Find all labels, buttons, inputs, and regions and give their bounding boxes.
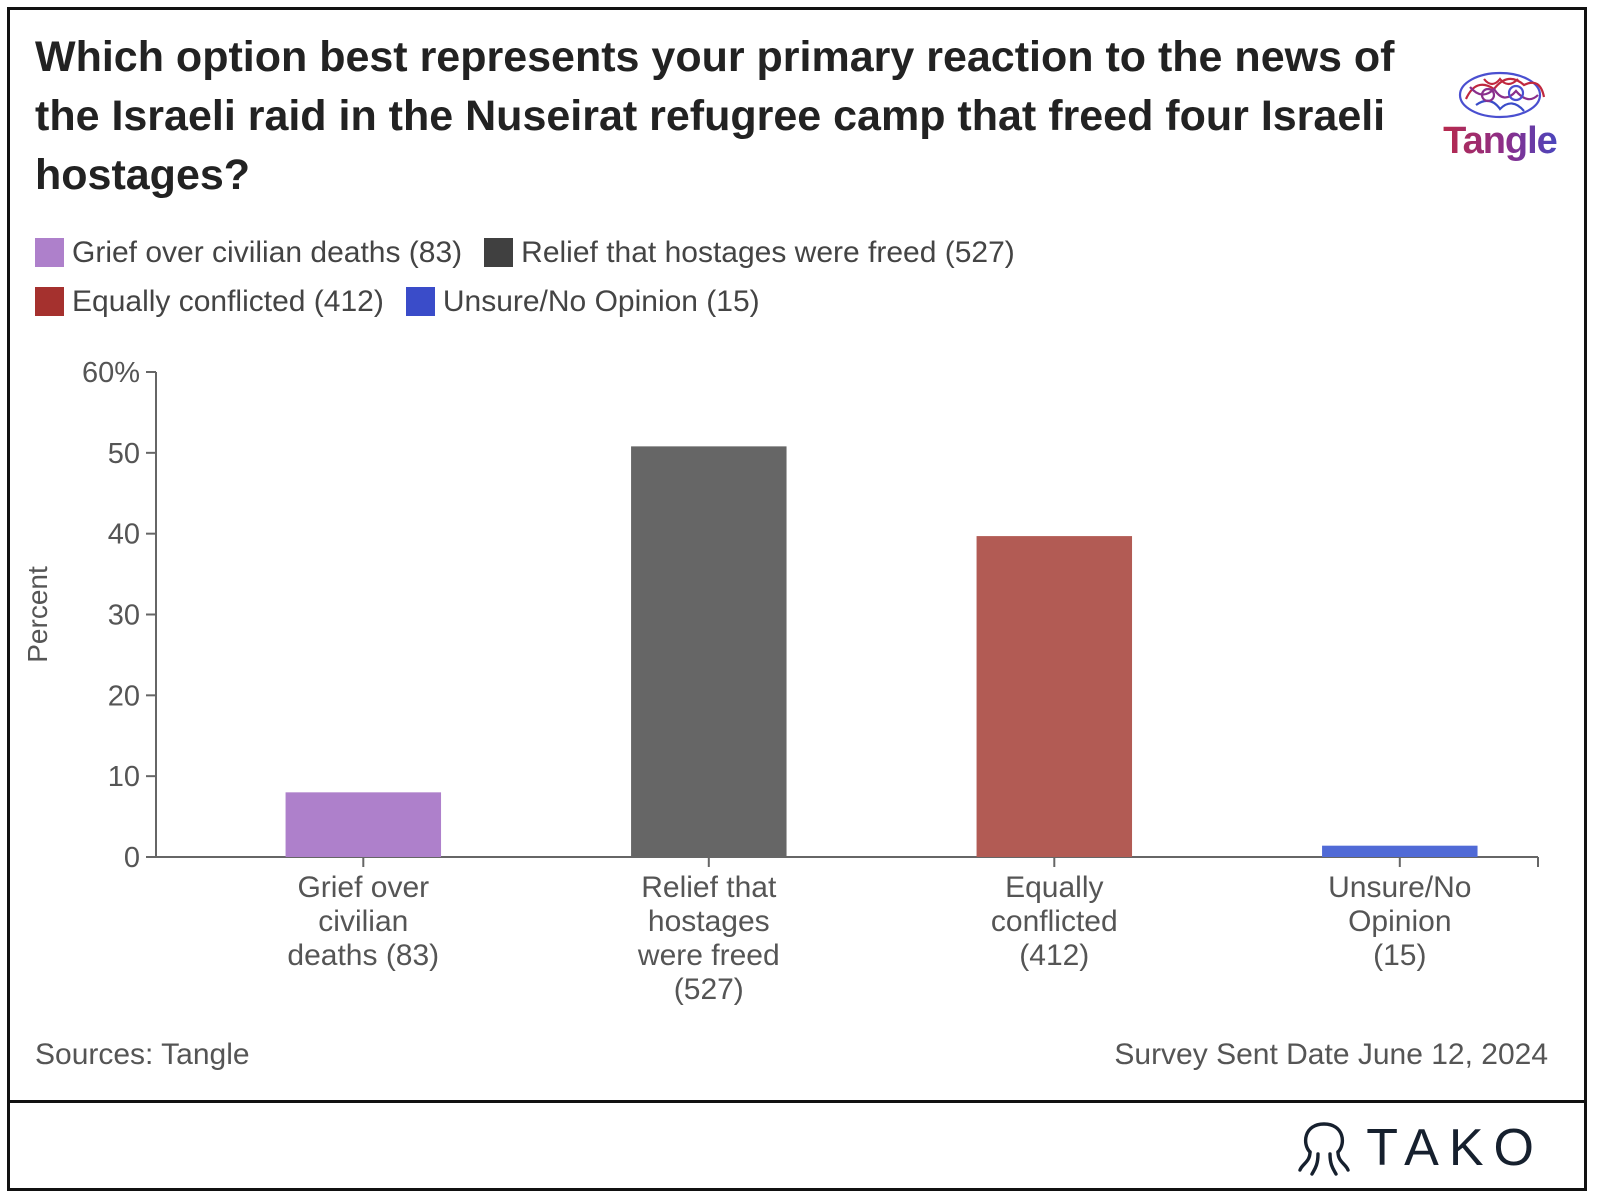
x-tick-label-line: (15): [1373, 939, 1426, 972]
bar: [1322, 845, 1478, 857]
y-tick-label: 40: [108, 519, 140, 551]
survey-date: Survey Sent Date June 12, 2024: [1114, 1038, 1548, 1071]
x-tick-label-line: Equally: [1005, 871, 1103, 904]
legend-row: Equally conflicted (412) Unsure/No Opini…: [35, 277, 1435, 326]
legend-swatch: [484, 238, 514, 267]
legend-swatch: [405, 287, 435, 316]
bar-chart: 0 10 20 30 40 50 60% Percent Grief over civilian d…: [22, 357, 1539, 1006]
legend-item-conflicted[interactable]: Equally conflicted (412): [35, 285, 384, 319]
bar: [631, 446, 787, 857]
x-tick-label: Grief over civilian deaths (83): [287, 871, 439, 972]
x-tick-label-line: conflicted: [991, 905, 1118, 938]
x-tick-label-line: Opinion: [1348, 905, 1451, 938]
legend-label: Equally conflicted (412): [72, 284, 384, 318]
source-note: Sources: Tangle: [35, 1038, 250, 1071]
x-tick-label-line: Grief over: [297, 871, 429, 904]
tako-wordmark: TAKO: [1366, 1119, 1544, 1177]
tako-logo: TAKO: [1296, 1118, 1544, 1178]
legend-label: Unsure/No Opinion (15): [442, 284, 760, 318]
y-tick-label: 0: [124, 842, 140, 874]
x-tick-label-line: Relief that: [641, 871, 777, 904]
x-tick-label-line: were freed: [637, 939, 780, 972]
x-tick-label-line: deaths (83): [287, 939, 439, 972]
legend-item-relief[interactable]: Relief that hostages were freed (527): [484, 236, 1015, 270]
chart-card: Which option best represents your primar…: [7, 7, 1587, 1191]
bar: [285, 792, 442, 857]
tangle-logo: Tangle: [1430, 65, 1570, 175]
chart-title: Which option best represents your primar…: [35, 33, 1395, 199]
y-tick-label: 30: [108, 600, 140, 632]
brain-icon: [1458, 71, 1546, 119]
y-axis-title: Percent: [22, 566, 53, 663]
legend-row: Grief over civilian deaths (83) Relief t…: [35, 228, 1435, 277]
footer-divider: [10, 1100, 1584, 1103]
legend-label: Grief over civilian deaths (83): [72, 235, 463, 269]
x-tick-label: Unsure/No Opinion (15): [1328, 871, 1471, 972]
y-tick-label: 10: [108, 761, 140, 793]
legend-item-grief[interactable]: Grief over civilian deaths (83): [35, 236, 462, 270]
x-tick-label-line: hostages: [648, 905, 770, 938]
legend-swatch: [35, 238, 64, 267]
x-tick-label-line: civilian: [318, 905, 408, 938]
legend-label: Relief that hostages were freed (527): [521, 235, 1015, 269]
x-tick-label-line: Unsure/No: [1328, 871, 1471, 904]
tangle-wordmark: Tangle: [1430, 120, 1570, 163]
octopus-icon: [1298, 1122, 1350, 1176]
y-tick-label: 50: [108, 438, 140, 470]
x-tick-label: Relief that hostages were freed (527): [637, 871, 780, 1006]
legend-swatch: [35, 287, 64, 316]
y-tick-label: 60%: [82, 357, 140, 389]
bar: [976, 536, 1133, 857]
x-tick-label-line: (527): [674, 973, 744, 1006]
x-tick-label: Equally conflicted (412): [991, 871, 1118, 972]
legend-item-unsure[interactable]: Unsure/No Opinion (15): [405, 284, 760, 319]
legend: Grief over civilian deaths (83) Relief t…: [35, 228, 1435, 326]
y-tick-label: 20: [108, 680, 140, 712]
x-tick-label-line: (412): [1019, 939, 1089, 972]
